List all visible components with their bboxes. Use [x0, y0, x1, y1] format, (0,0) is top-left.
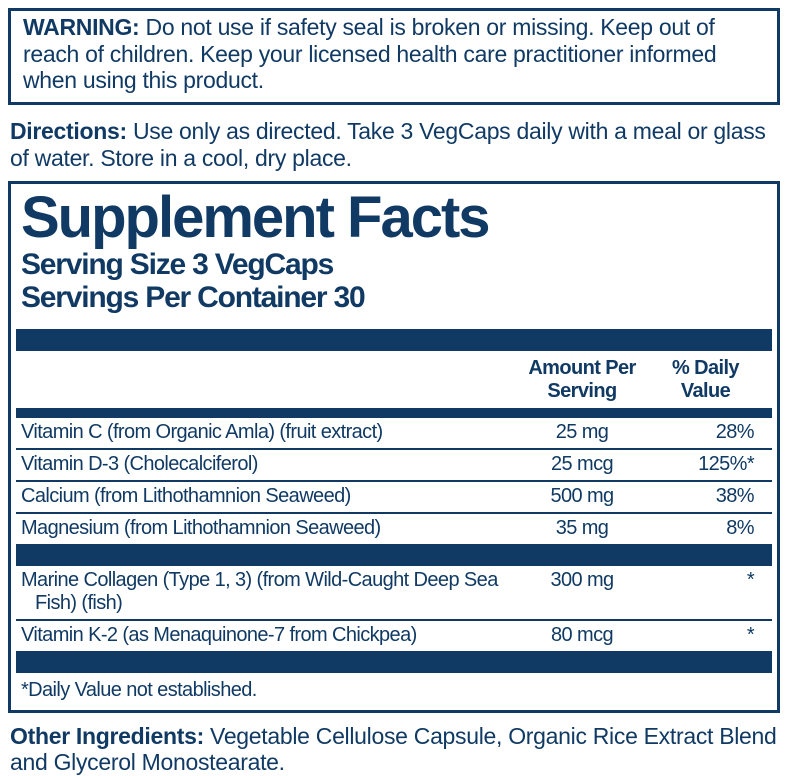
servings-per-container: Servings Per Container 30	[21, 281, 366, 315]
directions-label: Directions:	[10, 118, 127, 145]
table-row: Marine Collagen (Type 1, 3) (from Wild-C…	[16, 566, 772, 621]
group-divider-bar	[16, 543, 772, 566]
row-amount: 300 mg	[550, 568, 614, 591]
directions-text: Use only as directed. Take 3 VegCaps dai…	[10, 118, 766, 171]
row-daily-value: 8%	[726, 516, 754, 539]
subheader-divider-bar	[16, 407, 772, 418]
table-row: Vitamin C (from Organic Amla) (fruit ext…	[16, 418, 772, 450]
header-divider-bar	[16, 328, 772, 351]
row-name: Marine Collagen (Type 1, 3) (from Wild-C…	[21, 568, 498, 614]
other-ingredients-section: Other Ingredients: Vegetable Cellulose C…	[10, 723, 778, 776]
daily-value-column-header: % Daily Value	[672, 356, 740, 402]
table-row: Vitamin K-2 (as Menaquinone-7 from Chick…	[16, 621, 772, 651]
row-amount: 25 mcg	[551, 452, 614, 475]
table-row: Calcium (from Lithothamnion Seaweed) 500…	[16, 482, 772, 514]
group-divider-bar	[16, 650, 772, 673]
row-daily-value: 38%	[715, 484, 755, 507]
facts-title: Supplement Facts	[21, 185, 491, 251]
row-name: Vitamin C (from Organic Amla) (fruit ext…	[21, 420, 383, 443]
table-row: Magnesium (from Lithothamnion Seaweed) 3…	[16, 514, 772, 544]
row-daily-value: 125%*	[698, 452, 755, 475]
row-daily-value: *	[746, 568, 755, 591]
amount-column-header: Amount Per Serving	[528, 356, 636, 402]
warning-label: WARNING:	[23, 14, 140, 40]
warning-text: Do not use if safety seal is broken or m…	[23, 14, 717, 94]
row-name: Magnesium (from Lithothamnion Seaweed)	[21, 516, 381, 539]
other-ingredients-label: Other Ingredients:	[10, 722, 204, 749]
row-amount: 35 mg	[555, 516, 609, 539]
daily-value-footnote: *Daily Value not established.	[21, 678, 257, 701]
column-headers: Amount Per Serving % Daily Value	[16, 351, 772, 408]
row-name: Vitamin D-3 (Cholecalciferol)	[21, 452, 258, 475]
supplement-facts-panel: Supplement Facts Serving Size 3 VegCaps …	[8, 181, 780, 713]
row-amount: 25 mg	[555, 420, 609, 443]
row-name: Vitamin K-2 (as Menaquinone-7 from Chick…	[21, 623, 417, 646]
serving-size: Serving Size 3 VegCaps	[21, 247, 334, 281]
row-daily-value: 28%	[715, 420, 755, 443]
row-daily-value: *	[746, 623, 755, 646]
row-amount: 80 mcg	[551, 623, 614, 646]
warning-box: WARNING: Do not use if safety seal is br…	[8, 8, 780, 106]
row-name: Calcium (from Lithothamnion Seaweed)	[21, 484, 351, 507]
row-amount: 500 mg	[550, 484, 614, 507]
facts-table: Amount Per Serving % Daily Value Vitamin…	[11, 351, 777, 702]
table-row: Vitamin D-3 (Cholecalciferol) 25 mcg 125…	[16, 450, 772, 482]
directions-section: Directions: Use only as directed. Take 3…	[10, 118, 778, 171]
facts-rows: Vitamin C (from Organic Amla) (fruit ext…	[11, 418, 777, 673]
